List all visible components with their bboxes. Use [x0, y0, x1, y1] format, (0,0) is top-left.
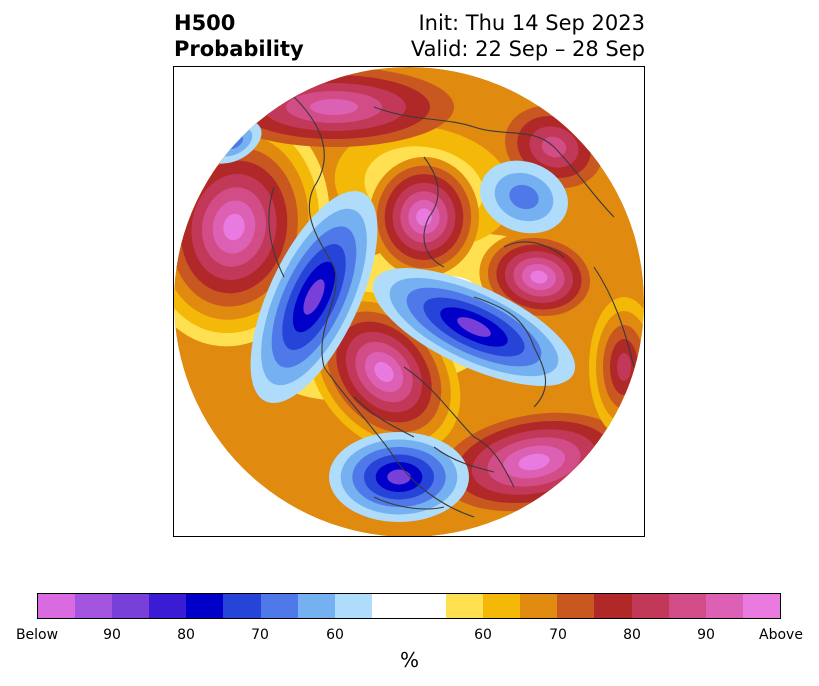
colorbar-swatch — [297, 594, 335, 618]
colorbar-tick-label: 90 — [697, 627, 715, 643]
colorbar-swatch — [75, 594, 113, 618]
colorbar-swatch — [223, 594, 261, 618]
colorbar-swatch — [742, 594, 780, 618]
title-left: H500 Probability — [174, 10, 304, 62]
colorbar-swatch — [705, 594, 743, 618]
contour-band — [457, 317, 491, 337]
colorbar-tick-label: 80 — [177, 627, 195, 643]
colorbar-swatch — [594, 594, 632, 618]
colorbar-tick-labels: Below 90 80 70 60 60 70 80 90 Above — [0, 627, 819, 647]
high-arctic — [369, 157, 479, 277]
colorbar — [37, 593, 781, 619]
colorbar-swatch — [334, 594, 372, 618]
colorbar-tick-label: Above — [759, 627, 803, 643]
contour-band — [518, 453, 550, 471]
low-asia — [480, 160, 568, 234]
coastline-segment — [503, 241, 565, 258]
coastline-segment — [373, 496, 445, 510]
colorbar-tick-label: Below — [15, 627, 59, 643]
colorbar-tick-label: 70 — [549, 627, 567, 643]
colorbar-swatch — [557, 594, 595, 618]
low-polar-trough — [372, 268, 576, 386]
contour-band — [387, 469, 411, 485]
coastline-segment — [373, 106, 615, 218]
contour-band — [303, 279, 325, 315]
colorbar-tick-label: 60 — [474, 627, 492, 643]
contour-band — [509, 184, 539, 210]
colorbar-tick-label: 90 — [103, 627, 121, 643]
colorbar-swatch — [186, 594, 224, 618]
coastline-segment — [593, 266, 635, 368]
colorbar-swatch — [149, 594, 187, 618]
coastline-segment — [268, 186, 285, 278]
contour-band — [223, 213, 245, 241]
coastline-segment — [403, 366, 515, 488]
contour-band — [310, 99, 358, 115]
coastline-segment — [433, 446, 495, 473]
init-date: Init: Thu 14 Sep 2023 — [418, 11, 645, 35]
colorbar-tick-label: 60 — [326, 627, 344, 643]
colorbar-swatch — [38, 594, 76, 618]
valid-period: Valid: 22 Sep – 28 Sep — [410, 37, 645, 61]
coastlines — [268, 96, 635, 518]
contour-band — [530, 270, 548, 284]
coastline-segment — [473, 296, 547, 408]
high-siberia — [479, 231, 599, 323]
colorbar-swatch — [483, 594, 521, 618]
probability-map — [174, 67, 644, 536]
contour-band — [374, 361, 394, 383]
low-united-states — [329, 432, 469, 522]
colorbar-swatch — [260, 594, 298, 618]
colorbar-swatch — [631, 594, 669, 618]
coastline-segment — [323, 366, 475, 518]
colorbar-tick-label: 80 — [623, 627, 641, 643]
title-variable: H500 — [174, 11, 236, 35]
low-alaska — [250, 191, 378, 403]
colorbar-tick-label: 70 — [251, 627, 269, 643]
colorbar-swatch — [520, 594, 558, 618]
colorbar-unit: % — [399, 648, 419, 672]
map-panel — [173, 66, 645, 537]
colorbar-swatch — [371, 594, 409, 618]
coastline-segment — [293, 96, 337, 368]
contour-band — [416, 208, 432, 226]
coastline-segment — [423, 156, 445, 268]
colorbar-swatch — [446, 594, 484, 618]
colorbar-swatch — [408, 594, 447, 618]
colorbar-swatch — [668, 594, 706, 618]
coastline-segment — [353, 396, 415, 438]
colorbar-swatch — [112, 594, 150, 618]
contour-band — [617, 353, 631, 381]
title-product: Probability — [174, 37, 304, 61]
title-right: Init: Thu 14 Sep 2023 Valid: 22 Sep – 28… — [411, 10, 645, 62]
